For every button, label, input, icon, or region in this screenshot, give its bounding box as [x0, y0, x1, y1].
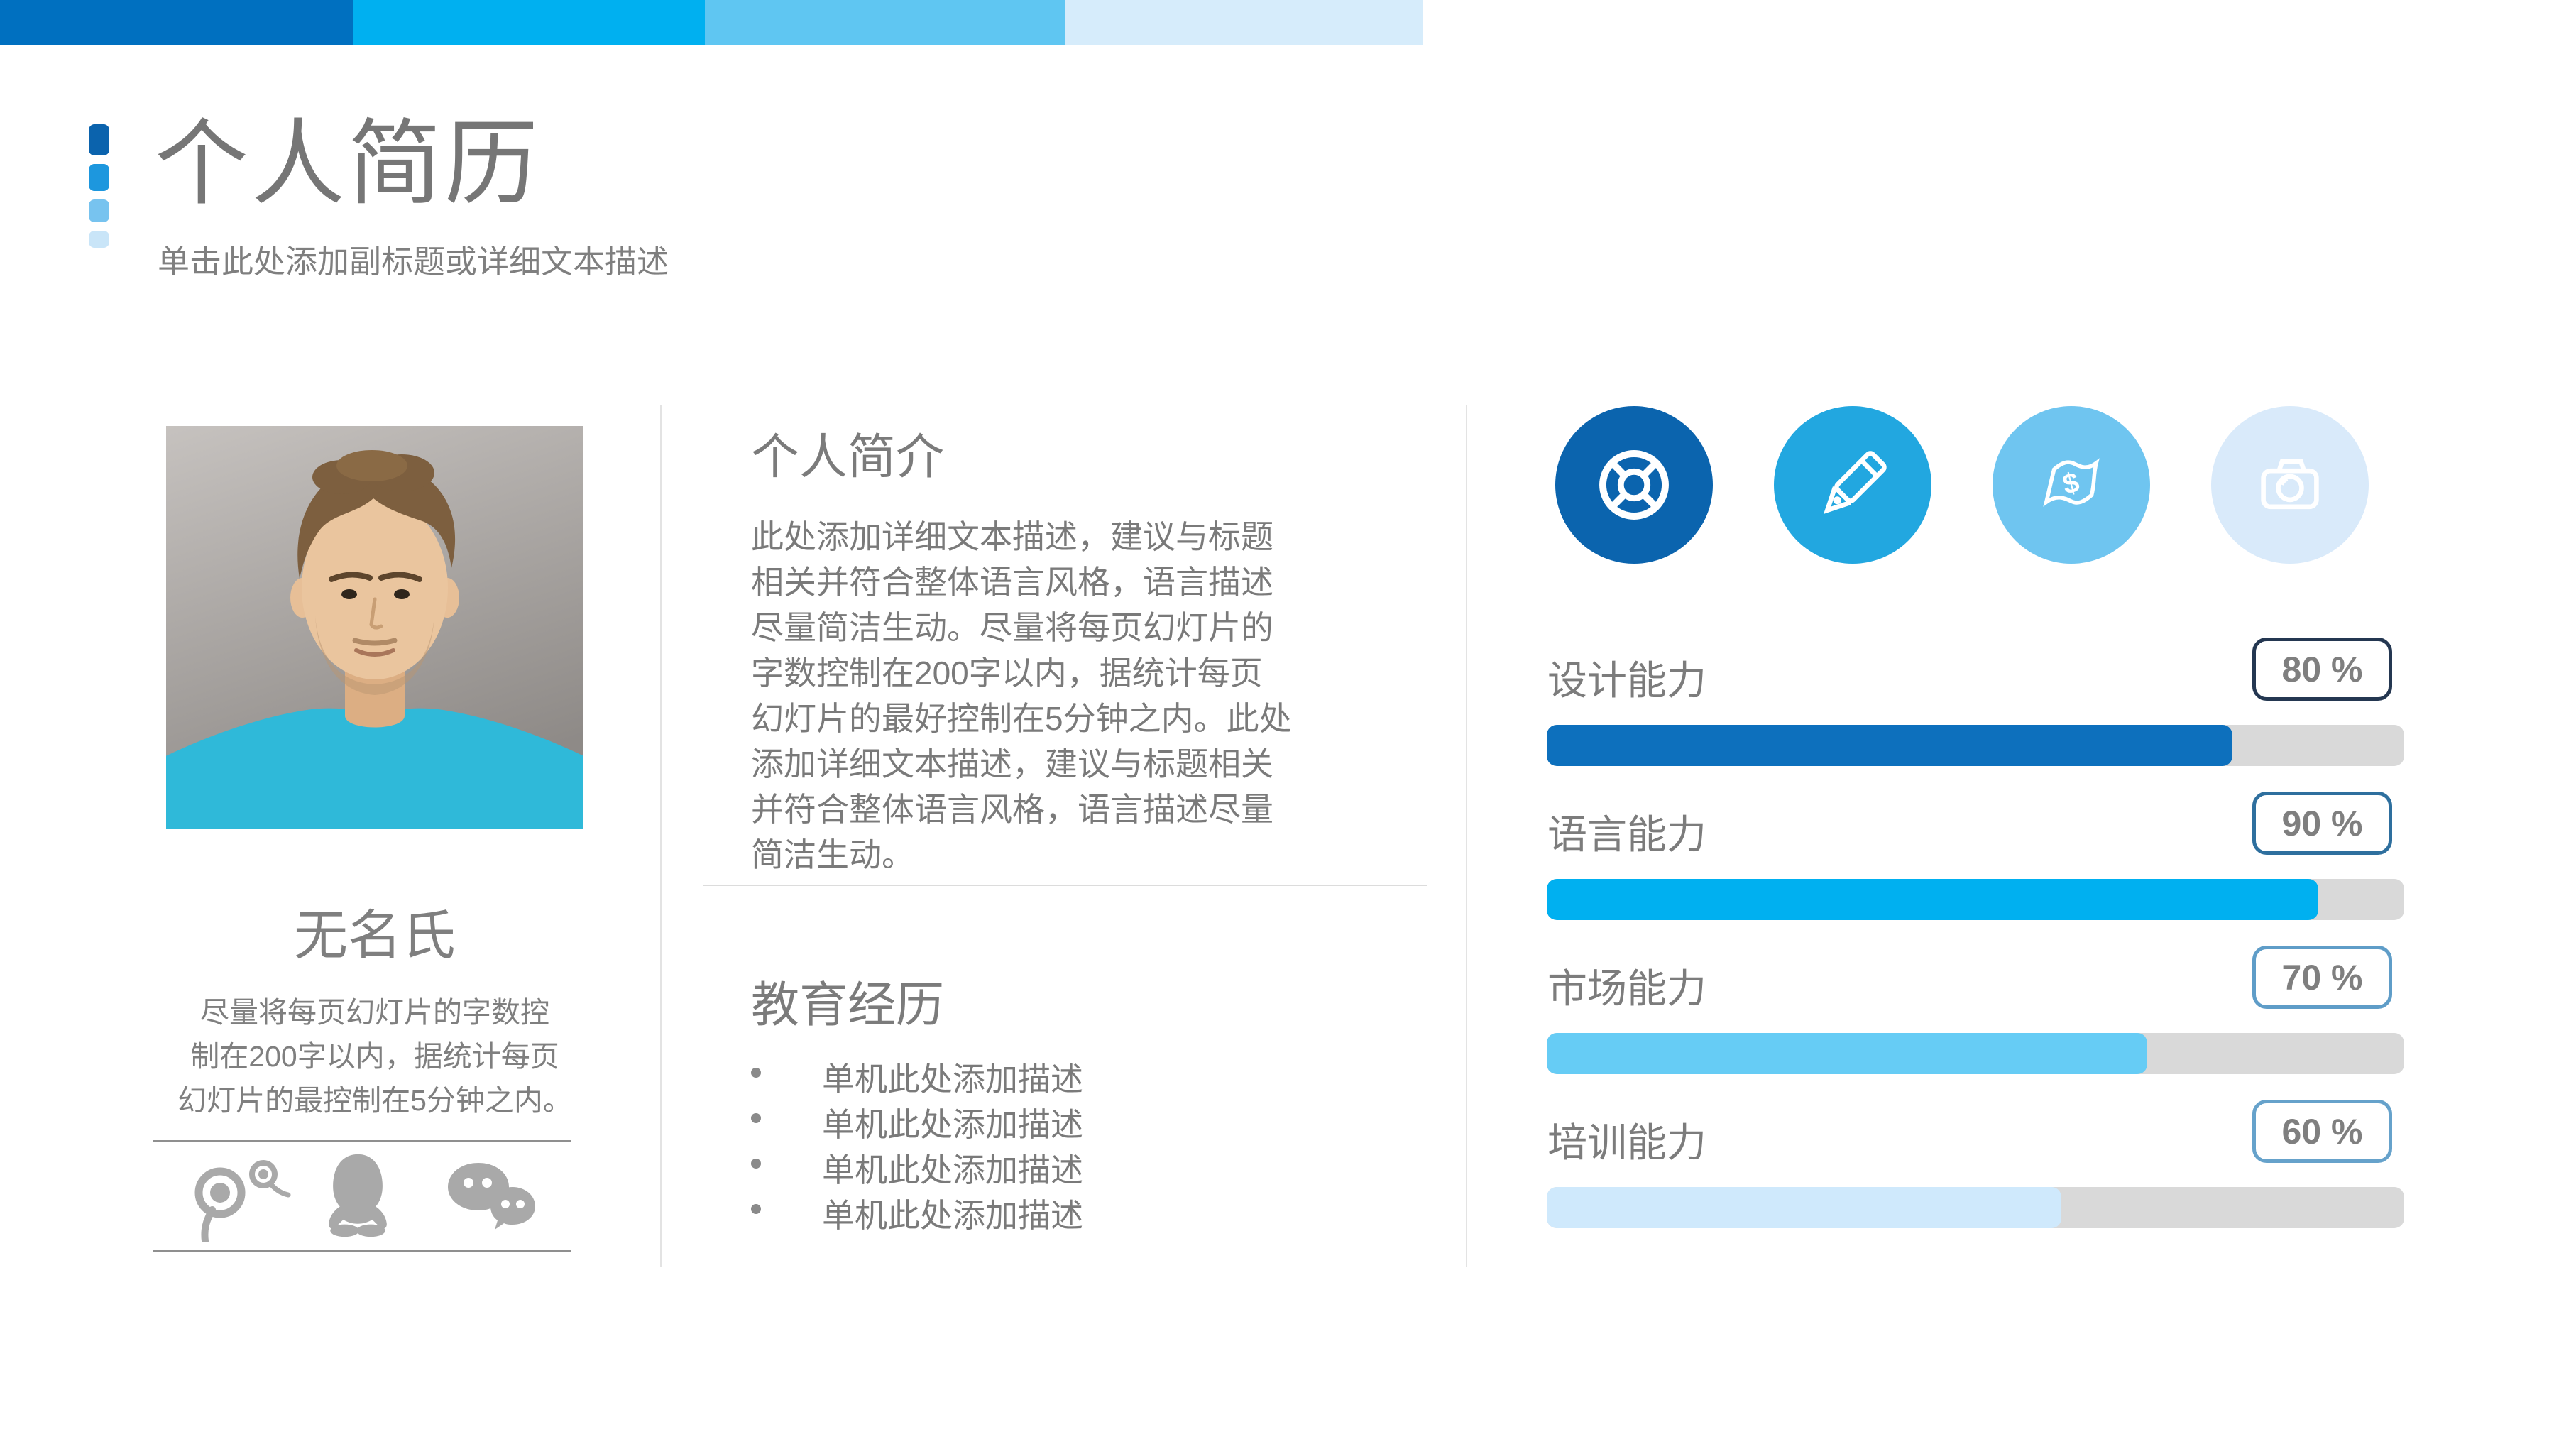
skill-label: 语言能力 — [1547, 812, 1706, 857]
skill-progress-fill — [1547, 1033, 2147, 1074]
education-heading: 教育经历 — [751, 978, 945, 1032]
list-item-text: 单机此处添加描述 — [822, 1197, 1083, 1234]
section-divider — [703, 885, 1427, 886]
bullet-dot — [751, 1204, 761, 1214]
skill-circle-design — [1555, 406, 1713, 564]
title-dash-decor — [89, 231, 109, 248]
svg-text:$: $ — [2060, 466, 2083, 501]
skill-progress-track — [1547, 1187, 2404, 1228]
skill-progress-track — [1547, 1033, 2404, 1074]
pencil-icon — [1824, 451, 1887, 514]
top-bar-segment — [705, 0, 1065, 45]
intro-body-text: 此处添加详细文本描述，建议与标题 相关并符合整体语言风格，语言描述 尽量简洁生动… — [751, 518, 1292, 873]
money-icon: $ — [2043, 458, 2100, 507]
skill-circle-money: $ — [1993, 406, 2150, 564]
skill-label: 设计能力 — [1547, 658, 1706, 703]
lifebuoy-icon — [1599, 450, 1669, 520]
bullet-dot — [751, 1068, 761, 1078]
skill-progress-fill — [1547, 725, 2233, 766]
title-dash-decor — [89, 124, 109, 155]
bullet-dot — [751, 1159, 761, 1169]
list-item-text: 单机此处添加描述 — [822, 1152, 1083, 1188]
skill-percent-badge: 90 % — [2252, 792, 2392, 855]
list-item-text: 单机此处添加描述 — [822, 1106, 1083, 1143]
top-bar-segment — [353, 0, 705, 45]
skill-label: 市场能力 — [1547, 966, 1706, 1011]
skill-circle-edit — [1774, 406, 1931, 564]
profile-name: 无名氏 — [294, 906, 456, 966]
top-bar-segment — [1065, 0, 1423, 45]
column-divider-left — [660, 405, 662, 1267]
page-title: 个人简历 — [155, 111, 541, 216]
skill-progress-fill — [1547, 1187, 2061, 1228]
list-item: 单机此处添加描述 — [751, 1144, 1418, 1190]
qq-icon — [319, 1150, 396, 1240]
social-divider-top — [153, 1140, 571, 1142]
list-item-text: 单机此处添加描述 — [822, 1061, 1083, 1098]
skill-progress-track — [1547, 725, 2404, 766]
skill-progress-fill — [1547, 879, 2319, 920]
list-item: 单机此处添加描述 — [751, 1190, 1418, 1235]
bullet-dot — [751, 1113, 761, 1123]
skill-percent-badge: 80 % — [2252, 638, 2392, 701]
wechat-icon — [444, 1157, 538, 1244]
column-divider-right — [1466, 405, 1467, 1267]
list-item: 单机此处添加描述 — [751, 1099, 1418, 1144]
page-subtitle: 单击此处添加副标题或详细文本描述 — [158, 244, 669, 280]
list-item: 单机此处添加描述 — [751, 1054, 1418, 1099]
title-dash-decor — [89, 164, 109, 191]
social-divider-bottom — [153, 1250, 571, 1252]
title-dash-decor — [89, 199, 109, 222]
top-bar-segment — [0, 0, 353, 45]
profile-summary: 尽量将每页幻灯片的字数控 制在200字以内，据统计每页 幻灯片的最控制在5分钟之… — [177, 996, 572, 1117]
intro-heading: 个人简介 — [751, 430, 945, 484]
profile-photo — [166, 426, 583, 829]
path-social-icon — [183, 1156, 295, 1245]
camera-icon — [2261, 459, 2319, 510]
skill-circle-camera — [2211, 406, 2369, 564]
skill-progress-track — [1547, 879, 2404, 920]
skill-label: 培训能力 — [1547, 1120, 1706, 1165]
skill-percent-badge: 60 % — [2252, 1100, 2392, 1163]
skill-percent-badge: 70 % — [2252, 946, 2392, 1009]
education-list: 单机此处添加描述 单机此处添加描述 单机此处添加描述 单机此处添加描述 — [751, 1054, 1418, 1235]
